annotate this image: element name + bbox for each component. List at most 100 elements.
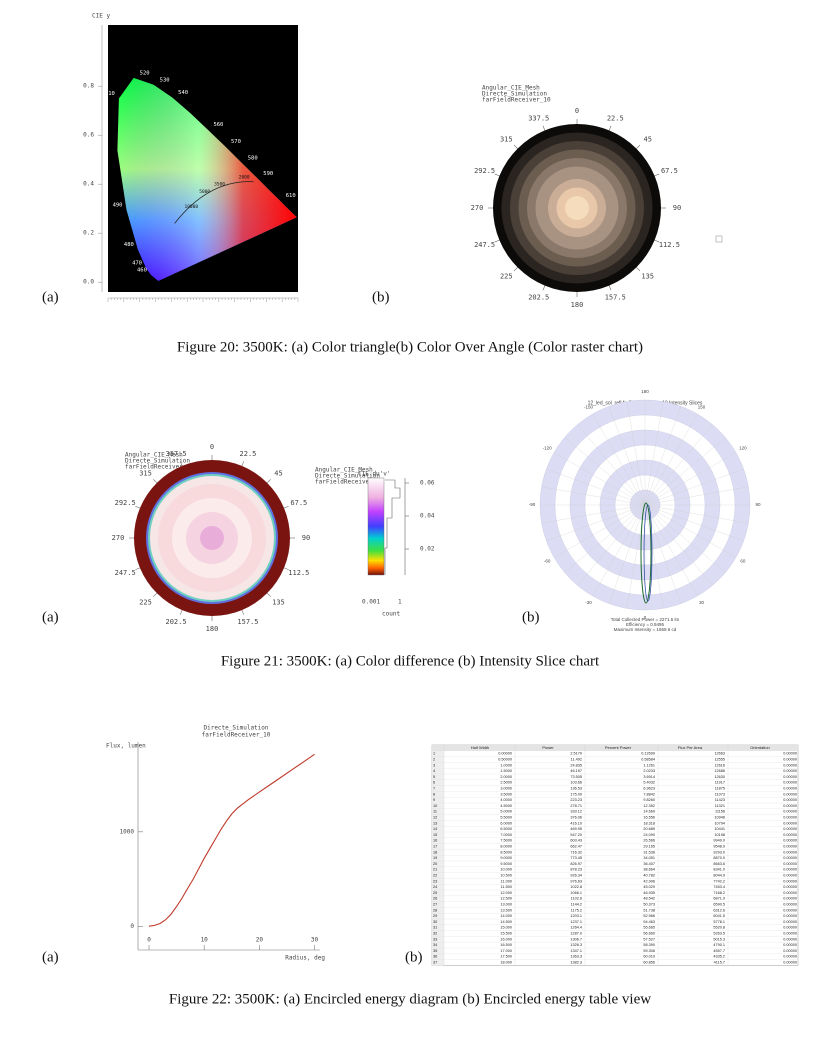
angle-label: 180 xyxy=(206,625,219,633)
table-cell: 0.00000 xyxy=(783,868,797,872)
table-cell: 0.00000 xyxy=(783,804,797,808)
table-cell: 59.306 xyxy=(643,949,655,953)
table-cell: 5.0000 xyxy=(500,810,512,814)
polar-spoke xyxy=(644,486,749,506)
table-cell: 35 xyxy=(433,949,437,953)
angle-tick xyxy=(179,609,183,615)
table-cell: 7168.2 xyxy=(713,891,725,895)
table-cell: 10198 xyxy=(714,833,725,837)
angle-tick xyxy=(266,592,271,597)
polar-spoke xyxy=(644,452,737,506)
polar-spoke xyxy=(541,486,646,506)
angle-label: 157.5 xyxy=(605,294,626,302)
polar-angle-label: 30 xyxy=(699,600,705,605)
table-cell: 10794 xyxy=(714,821,725,825)
table-cell: 25 xyxy=(433,891,437,895)
count-min: 0.001 xyxy=(362,599,380,606)
y-tick-label: 0.0 xyxy=(83,279,94,286)
table-cell: 8341.0 xyxy=(713,868,725,872)
table-cell: 54.463 xyxy=(643,920,655,924)
y-tick-label: 0.6 xyxy=(83,132,94,139)
table-cell: 7.8842 xyxy=(643,792,655,796)
wavelength-label: 610 xyxy=(286,193,296,199)
x-tick-label: 0 xyxy=(147,937,151,944)
colorbar-tick-label: 0.06 xyxy=(420,480,435,487)
table-cell: 12555 xyxy=(714,758,725,762)
angle-tick xyxy=(153,592,158,597)
table-cell: 1066.1 xyxy=(570,891,582,895)
angle-label: 315 xyxy=(500,135,513,143)
table-cell: 0.00000 xyxy=(783,827,797,831)
polar-angle-label: -90 xyxy=(529,502,536,507)
table-cell: 7742.2 xyxy=(713,879,725,883)
polar-spoke xyxy=(644,504,713,586)
table-cell: 0.00000 xyxy=(783,908,797,912)
table-cell: 29 xyxy=(433,914,437,918)
intensity-footer: Total Collected Power = 2271.5 lm xyxy=(611,617,680,622)
angle-label: 337.5 xyxy=(528,114,549,122)
table-cell: 0.00000 xyxy=(783,943,797,947)
table: Half Width Power Percent Power Flux Per Are… xyxy=(431,744,799,966)
table-cell: 22 xyxy=(433,874,437,878)
table-cell: 30 xyxy=(433,920,437,924)
table-cell: 773.45 xyxy=(570,856,582,860)
table-cell: 1175.2 xyxy=(571,908,582,912)
polar-spoke xyxy=(644,504,744,542)
polar-spoke xyxy=(546,468,646,506)
table-cell: 8.5000 xyxy=(500,850,512,854)
table-cell: 0.00000 xyxy=(783,792,797,796)
table-cell: 547.20 xyxy=(570,833,582,837)
table-cell: 1347.1 xyxy=(570,949,582,953)
table-cell: 0.00000 xyxy=(783,775,797,779)
table-cell: 55.665 xyxy=(643,926,655,930)
table-cell: 5778.1 xyxy=(713,920,725,924)
table-cell: 11875 xyxy=(715,787,725,791)
table-cell: 7453.4 xyxy=(713,885,725,889)
angle-tick xyxy=(283,505,289,509)
table-cell: 0.00000 xyxy=(783,816,797,820)
table-cell: 50.373 xyxy=(643,903,655,907)
polar-angle-label: 180 xyxy=(641,389,649,394)
table-cell: 926.34 xyxy=(570,874,582,878)
table-cell: 0.00000 xyxy=(783,862,797,866)
polar-spoke xyxy=(644,504,664,609)
colorbar-tick-label: 0.04 xyxy=(420,513,435,520)
table-cell: 16 xyxy=(433,839,437,843)
polar-spoke xyxy=(644,468,744,506)
table-cell: 33 xyxy=(433,937,437,941)
table-cell: 14.500 xyxy=(500,920,512,924)
table-cell: 10.500 xyxy=(500,874,512,878)
wavelength-label: 540 xyxy=(178,90,188,96)
table-cell: 0.00000 xyxy=(783,937,797,941)
table-cell: 0.00000 xyxy=(783,758,797,762)
wavelength-label: 490 xyxy=(113,202,123,208)
table-cell: 8 xyxy=(433,792,435,796)
column-header: Half Width xyxy=(471,745,489,750)
angle-label: 135 xyxy=(272,598,285,606)
table-cell: 0.00000 xyxy=(783,932,797,936)
table-cell: 333.12 xyxy=(570,810,582,814)
table-cell: 7 xyxy=(433,787,435,791)
table-cell: 5.4032 xyxy=(643,781,655,785)
chart-subtitle: farFieldReceiver_10 xyxy=(202,732,271,739)
column-header: Flux Per Area xyxy=(678,745,703,750)
table-cell: 2 xyxy=(433,758,435,762)
plot-header: farFieldReceiver_10 xyxy=(315,479,384,486)
table-cell: 60.019 xyxy=(643,955,655,959)
table-cell: 6.5000 xyxy=(500,827,512,831)
table-cell: 51.738 xyxy=(643,908,655,912)
angle-label: 0 xyxy=(210,443,214,451)
table-cell: 10.000 xyxy=(500,868,512,872)
table-cell: 0.00000 xyxy=(783,926,797,930)
table-cell: 46.197 xyxy=(570,769,582,773)
angle-label: 315 xyxy=(139,470,152,478)
table-cell: 26 xyxy=(433,897,437,901)
table-cell: 416.10 xyxy=(570,821,582,825)
table-cell: 5015.3 xyxy=(713,937,725,941)
table-cell: 10946 xyxy=(714,816,725,820)
polar-spoke xyxy=(553,504,646,558)
colorbar-title: CIE du'v' xyxy=(358,471,391,478)
table-cell: 24.835 xyxy=(570,763,582,767)
table-cell: 3 xyxy=(433,763,435,767)
table-cell: 46.935 xyxy=(643,891,655,895)
